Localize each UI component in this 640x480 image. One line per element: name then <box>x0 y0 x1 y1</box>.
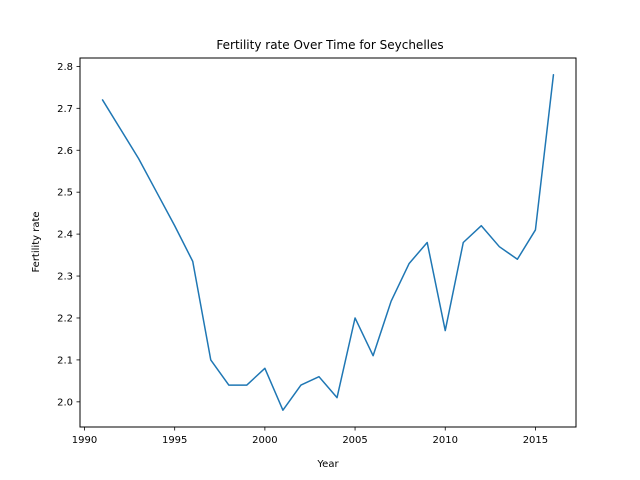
plot-area <box>101 74 555 411</box>
x-tick-label: 1995 <box>162 435 187 446</box>
axes-frame <box>79 57 577 428</box>
chart-title: Fertility rate Over Time for Seychelles <box>216 38 443 52</box>
x-tick-label: 2005 <box>342 435 367 446</box>
y-tick-label: 2.7 <box>57 104 73 115</box>
x-tick-label: 1990 <box>72 435 97 446</box>
y-tick-label: 2.0 <box>57 397 73 408</box>
y-tick-label: 2.2 <box>57 313 73 324</box>
y-tick-label: 2.6 <box>57 146 73 157</box>
x-axis: 1990 1995 2000 2005 2010 2015 <box>72 427 548 446</box>
x-tick-label: 2015 <box>523 435 548 446</box>
y-tick-label: 2.5 <box>57 188 73 199</box>
y-axis-label: Fertility rate <box>31 211 42 272</box>
x-tick-label: 2010 <box>433 435 458 446</box>
y-tick-label: 2.8 <box>57 62 73 73</box>
y-tick-label: 2.3 <box>57 272 73 283</box>
y-tick-label: 2.1 <box>57 355 73 366</box>
x-tick-label: 2000 <box>252 435 277 446</box>
y-axis: 2.0 2.1 2.2 2.3 2.4 2.5 2.6 2.7 2.8 <box>57 62 80 408</box>
x-axis-label: Year <box>316 459 339 470</box>
series-line-0 <box>101 74 555 411</box>
y-tick-label: 2.4 <box>57 230 73 241</box>
